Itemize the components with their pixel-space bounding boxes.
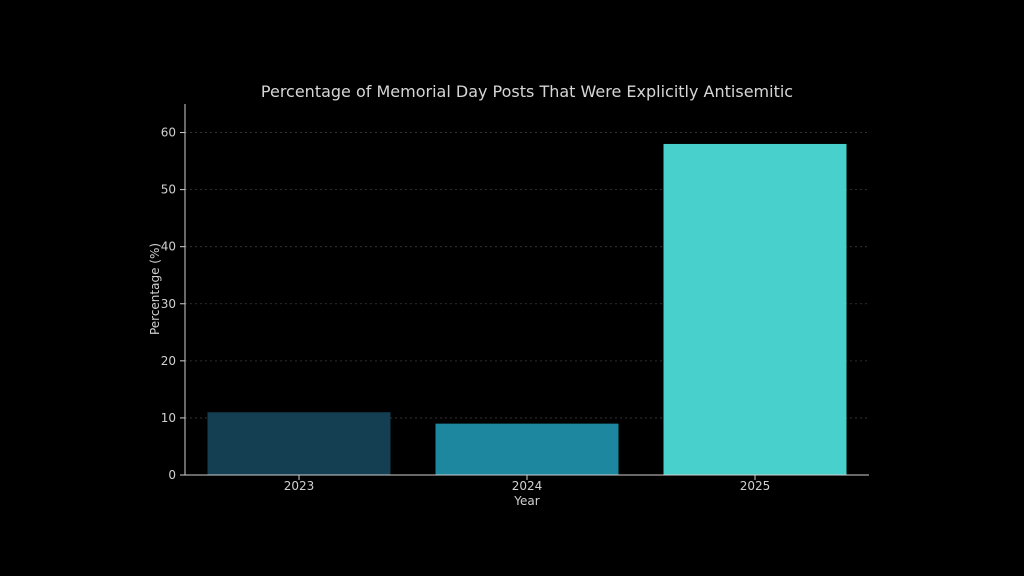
x-tick-label: 2023 bbox=[284, 479, 315, 493]
bar-2023 bbox=[207, 412, 391, 475]
y-tick-label: 30 bbox=[161, 297, 176, 311]
y-tick-label: 10 bbox=[161, 411, 176, 425]
y-ticks: 0 10 20 30 40 50 60 bbox=[161, 126, 185, 482]
x-tick-label: 2025 bbox=[740, 479, 771, 493]
y-axis-label: Percentage (%) bbox=[148, 243, 162, 335]
y-tick-label: 20 bbox=[161, 354, 176, 368]
bars bbox=[207, 143, 847, 475]
y-tick-label: 40 bbox=[161, 240, 176, 254]
y-tick-label: 0 bbox=[168, 468, 176, 482]
y-tick-label: 60 bbox=[161, 126, 176, 140]
bar-2024 bbox=[435, 423, 619, 475]
chart-title: Percentage of Memorial Day Posts That We… bbox=[261, 82, 793, 101]
x-tick-label: 2024 bbox=[512, 479, 543, 493]
x-axis-label: Year bbox=[513, 494, 539, 508]
bar-2025 bbox=[663, 143, 847, 475]
y-tick-label: 50 bbox=[161, 183, 176, 197]
x-ticks: 2023 2024 2025 bbox=[284, 475, 771, 493]
